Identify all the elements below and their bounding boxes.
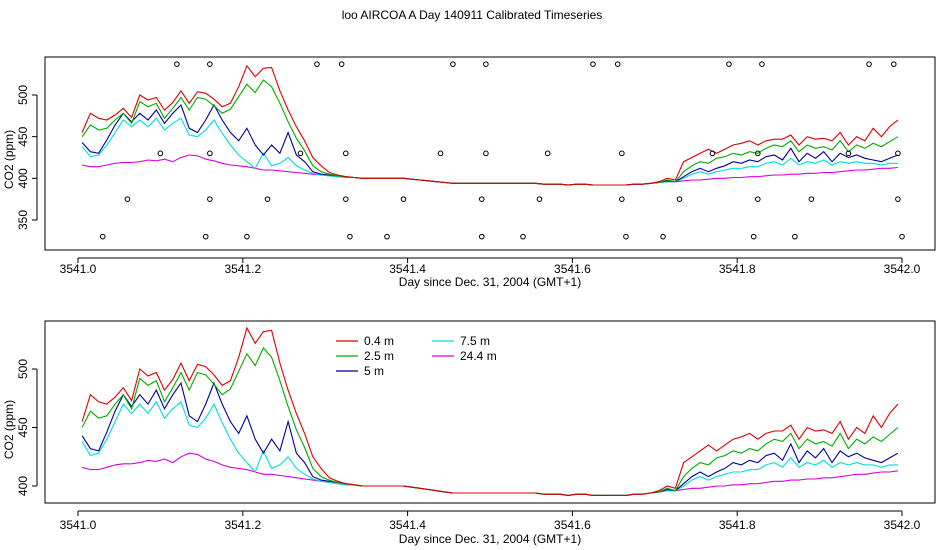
- marker-point: [750, 233, 757, 240]
- marker-point: [244, 233, 250, 240]
- marker-point: [207, 150, 213, 157]
- plot-frame: [44, 320, 936, 504]
- marker-point: [478, 233, 485, 240]
- y-tick-label: 350: [16, 210, 30, 230]
- plot-frame: [44, 56, 936, 251]
- y-axis-label: CO2 (ppm): [2, 130, 16, 189]
- marker-point: [207, 196, 213, 202]
- marker-point: [544, 150, 551, 157]
- y-axis-label: CO2 (ppm): [2, 400, 16, 459]
- marker-point: [478, 196, 485, 202]
- x-tick-label: 3541.8: [719, 518, 756, 532]
- marker-point: [709, 150, 716, 157]
- marker-point: [895, 150, 901, 157]
- marker-point: [343, 196, 349, 202]
- x-tick-label: 3541.0: [60, 518, 97, 532]
- y-tick-label: 500: [16, 85, 30, 105]
- marker-point: [619, 196, 625, 202]
- marker-point: [623, 233, 629, 240]
- x-tick-label: 3541.4: [389, 262, 426, 276]
- marker-point: [755, 150, 761, 157]
- bottom-panel: 3541.0 3541.2 3541.4 3541.6 3541.8 3542.0 Day …: [2, 320, 936, 546]
- marker-point: [792, 233, 798, 240]
- y-tick-label: 450: [16, 417, 30, 437]
- y-tick-label: 450: [16, 126, 30, 146]
- marker-point: [384, 233, 390, 240]
- y-tick-label: 500: [16, 359, 30, 379]
- marker-point: [619, 150, 625, 157]
- x-tick-label: 3542.0: [884, 262, 921, 276]
- marker-point: [124, 196, 131, 202]
- marker-point: [808, 196, 815, 202]
- marker-point: [755, 196, 761, 202]
- top-panel: 3541.0 3541.2 3541.4 3541.6 3541.8 3542.0 Day …: [2, 56, 936, 289]
- marker-point: [297, 150, 304, 157]
- series-line-1: [81, 79, 899, 186]
- marker-point: [726, 61, 732, 67]
- marker-point: [614, 61, 621, 67]
- x-tick-label: 3542.0: [884, 518, 921, 532]
- legend-label: 5 m: [364, 364, 384, 378]
- marker-point: [437, 150, 444, 157]
- marker-point: [174, 61, 180, 67]
- legend-label: 0.4 m: [364, 334, 394, 348]
- x-tick-label: 3541.2: [224, 262, 261, 276]
- marker-point: [520, 233, 526, 240]
- marker-point: [264, 196, 271, 202]
- marker-point: [202, 233, 209, 240]
- marker-point: [866, 61, 872, 67]
- marker-point: [99, 233, 106, 240]
- x-tick-label: 3541.6: [554, 262, 591, 276]
- x-tick-label: 3541.4: [389, 518, 426, 532]
- legend-label: 24.4 m: [460, 349, 497, 363]
- series-line-4: [81, 452, 898, 496]
- series-line-4: [81, 154, 898, 186]
- marker-point: [676, 196, 683, 202]
- marker-point: [536, 196, 543, 202]
- marker-point: [347, 233, 353, 240]
- x-axis-label: Day since Dec. 31, 2004 (GMT+1): [399, 532, 581, 546]
- x-tick-label: 3541.0: [60, 262, 97, 276]
- marker-point: [343, 150, 349, 157]
- marker-point: [400, 196, 407, 202]
- marker-point: [895, 196, 901, 202]
- marker-point: [483, 61, 489, 67]
- series-line-0: [81, 64, 899, 186]
- series-line-0: [81, 326, 899, 496]
- marker-point: [759, 61, 765, 67]
- marker-point: [899, 233, 905, 240]
- x-tick-label: 3541.6: [554, 518, 591, 532]
- y-tick-label: 400: [16, 476, 30, 496]
- marker-point: [660, 233, 666, 240]
- x-axis-label: Day since Dec. 31, 2004 (GMT+1): [399, 275, 581, 289]
- chart-title: loo AIRCOA A Day 140911 Calibrated Times…: [342, 8, 603, 22]
- legend-label: 7.5 m: [460, 334, 490, 348]
- marker-point: [450, 61, 456, 67]
- marker-point: [590, 61, 596, 67]
- marker-point: [314, 61, 320, 67]
- marker-point: [157, 150, 164, 157]
- y-tick-label: 400: [16, 168, 30, 188]
- marker-point: [845, 150, 852, 157]
- x-tick-label: 3541.2: [224, 518, 261, 532]
- marker-point: [207, 61, 213, 67]
- marker-point: [338, 61, 345, 67]
- legend-label: 2.5 m: [364, 349, 394, 363]
- x-tick-label: 3541.8: [719, 262, 756, 276]
- marker-point: [890, 61, 897, 67]
- series-line-1: [81, 346, 899, 496]
- marker-point: [483, 150, 489, 157]
